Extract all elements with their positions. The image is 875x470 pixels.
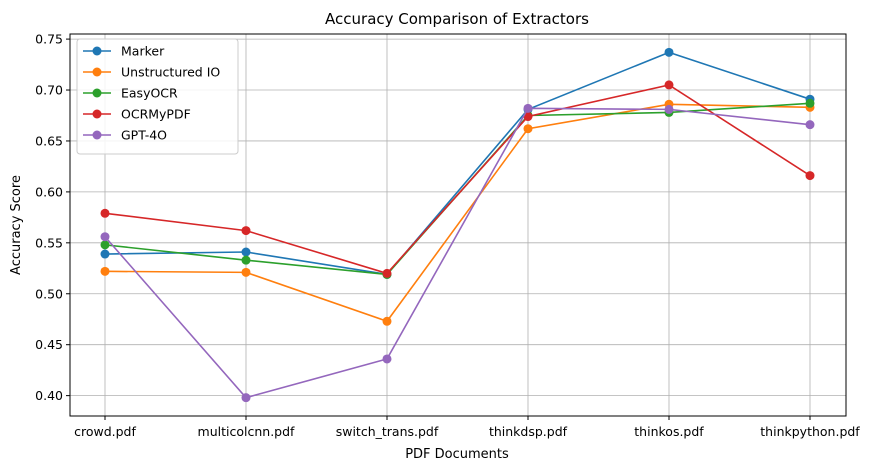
series-gpt-4o [100,103,815,403]
y-tick-label: 0.40 [35,388,63,403]
legend-item: GPT-4O [83,128,167,143]
series-unstructured-io [100,99,815,326]
legend: Marker Unstructured IO EasyOCR OCRMyPDF GPT-… [76,38,239,155]
x-tick-label: thinkpython.pdf [760,424,860,439]
data-point [382,316,392,326]
x-axis-title: PDF Documents [405,447,509,462]
y-tick-label: 0.70 [35,83,63,98]
series-line [104,51,811,276]
series-line [104,107,811,399]
data-point [241,393,251,403]
data-point [805,98,815,108]
data-point [100,266,110,276]
data-point [523,124,533,134]
data-point [241,255,251,265]
data-point [241,247,251,257]
y-tick-label: 0.45 [35,337,63,352]
y-tick-label: 0.65 [35,133,63,148]
data-point [664,80,674,90]
y-tick-label: 0.50 [35,286,63,301]
legend-swatch-marker [92,46,102,56]
data-point [241,226,251,236]
y-tick-label: 0.60 [35,184,63,199]
data-point [664,104,674,114]
data-point [805,120,815,130]
data-point [100,208,110,218]
legend-label: EasyOCR [121,86,178,101]
legend-label: GPT-4O [121,128,167,143]
legend-swatch-marker [92,88,102,98]
data-point [382,354,392,364]
data-point [100,249,110,259]
x-tick-label: crowd.pdf [74,424,136,439]
x-tick-label: multicolcnn.pdf [198,424,295,439]
legend-swatch-marker [92,130,102,140]
y-axis-ticks: 0.40 0.45 0.50 0.55 0.60 0.65 0.70 0.75 [35,32,70,403]
series-lines [100,47,815,403]
legend-box [76,38,239,155]
data-point [523,112,533,122]
legend-label: OCRMyPDF [121,107,191,122]
series-line [104,103,811,323]
x-tick-label: thinkdsp.pdf [489,424,568,439]
legend-item: Unstructured IO [83,65,220,80]
chart-title: Accuracy Comparison of Extractors [325,10,589,28]
data-point [100,232,110,242]
x-axis-ticks: crowd.pdf multicolcnn.pdf switch_trans.pdf… [74,416,860,439]
y-axis-title: Accuracy Score [9,175,24,275]
y-tick-label: 0.75 [35,32,63,47]
legend-swatch-marker [92,109,102,119]
legend-label: Unstructured IO [121,65,220,80]
data-point [664,47,674,57]
legend-label: Marker [121,44,165,59]
legend-swatch-marker [92,67,102,77]
data-point [805,171,815,181]
data-point [100,240,110,250]
legend-item: OCRMyPDF [83,107,191,122]
plot-frame [69,33,847,417]
y-tick-label: 0.55 [35,235,63,250]
data-point [523,103,533,113]
series-line [104,84,811,275]
data-point [382,268,392,278]
data-point [241,267,251,277]
series-ocrmypdf [100,80,815,278]
legend-item: Marker [83,44,165,59]
x-tick-label: switch_trans.pdf [336,424,439,439]
x-tick-label: thinkos.pdf [634,424,704,439]
legend-item: EasyOCR [83,86,178,101]
